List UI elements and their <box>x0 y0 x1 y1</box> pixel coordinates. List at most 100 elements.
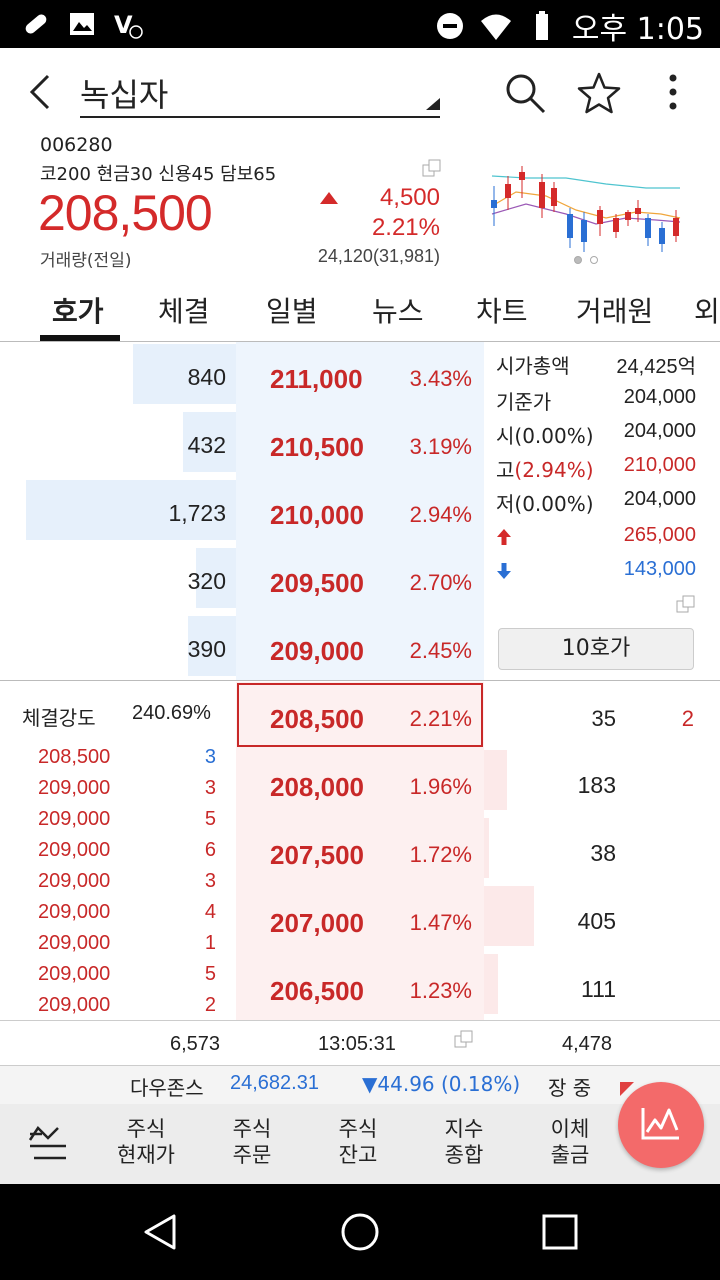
order-book: 840 211,000 3.43% 432 210,500 3.19% 1,723 210,0… <box>0 342 720 1020</box>
tab-active-indicator <box>40 335 120 341</box>
page-dot <box>590 256 598 264</box>
tick-qty: 5 <box>204 963 216 985</box>
sell-qty[interactable]: 840 <box>187 364 226 390</box>
stock-summary: 006280 코200 현금30 신용45 담보65 208,500 거래량(전… <box>0 130 720 280</box>
tab-news[interactable]: 뉴스 <box>372 295 424 328</box>
index-change: ▼44.96 (0.18%) <box>362 1072 521 1096</box>
menu-index[interactable]: 지수 종합 <box>444 1117 484 1167</box>
battery-icon <box>535 11 548 40</box>
chart-page-dots <box>574 256 598 264</box>
sell-pct: 2.94% <box>409 502 472 527</box>
tick-qty: 2 <box>204 994 216 1016</box>
strength-value: 240.69% <box>132 702 211 724</box>
buy-qty-bar <box>484 818 489 878</box>
search-icon[interactable] <box>502 70 548 116</box>
more-menu-icon[interactable] <box>650 70 696 116</box>
buy-price[interactable]: 208,000 <box>270 772 364 802</box>
buy-pct: 1.96% <box>409 774 472 799</box>
nav-back-icon[interactable] <box>140 1212 180 1252</box>
expand-icon[interactable] <box>676 594 696 614</box>
buy-qty[interactable]: 183 <box>577 772 616 798</box>
buy-qty[interactable]: 111 <box>581 976 616 1002</box>
sell-qty[interactable]: 390 <box>187 636 226 662</box>
menu-stock-quote[interactable]: 주식 현재가 <box>117 1117 175 1167</box>
tab-foreign[interactable]: 외 <box>694 295 720 328</box>
volume-label: 거래량(전일) <box>40 251 132 271</box>
tick-qty: 3 <box>204 870 216 892</box>
sell-price[interactable]: 210,000 <box>270 500 364 530</box>
expand-icon[interactable] <box>454 1029 474 1049</box>
tick-price: 209,000 <box>38 963 111 985</box>
status-bar: V 오후 1:05 <box>0 0 720 48</box>
current-count: 2 <box>681 706 694 731</box>
tick-price: 209,000 <box>38 777 111 799</box>
sell-qty[interactable]: 432 <box>187 432 226 458</box>
buy-price[interactable]: 206,500 <box>270 976 364 1006</box>
sell-qty[interactable]: 1,723 <box>168 500 226 526</box>
tab-daily[interactable]: 일별 <box>266 295 318 328</box>
price-change-pct: 2.21% <box>371 214 440 241</box>
mini-candle-chart[interactable] <box>486 148 686 258</box>
sell-price[interactable]: 209,500 <box>270 568 364 598</box>
tab-chart[interactable]: 차트 <box>476 295 528 328</box>
current-price-row[interactable] <box>237 683 483 747</box>
strength-label: 체결강도 <box>22 706 96 730</box>
info-row: 기준가 204,000 <box>496 386 696 414</box>
upper-limit-arrow-icon <box>497 529 511 545</box>
sell-pct: 2.70% <box>409 570 472 595</box>
tab-brokers[interactable]: 거래원 <box>576 295 654 328</box>
totals-strip: 6,573 13:05:31 4,478 <box>0 1020 720 1066</box>
tick-price: 209,000 <box>38 994 111 1016</box>
sell-price[interactable]: 211,000 <box>270 364 363 394</box>
android-nav-bar <box>0 1184 720 1280</box>
star-icon[interactable] <box>576 70 622 116</box>
index-ticker[interactable]: 다우존스 24,682.31 ▼44.96 (0.18%) 장 중 <box>0 1066 720 1104</box>
sell-pct: 3.43% <box>409 366 472 391</box>
up-arrow-icon <box>320 192 338 204</box>
divider <box>0 680 720 681</box>
fab-corner-flag <box>620 1082 634 1096</box>
expand-icon[interactable] <box>422 158 442 178</box>
dnd-icon <box>436 13 463 39</box>
stock-title: 녹십자 <box>80 76 169 114</box>
header: 녹십자 <box>0 48 720 134</box>
menu-list-icon[interactable] <box>28 1126 68 1162</box>
pill-icon <box>25 14 47 34</box>
ten-levels-button[interactable]: 10호가 <box>498 628 694 670</box>
tick-qty: 3 <box>204 777 216 799</box>
margin-tags: 코200 현금30 신용45 담보65 <box>40 164 277 185</box>
stock-search-field[interactable]: 녹십자 <box>80 68 440 118</box>
tick-price: 209,000 <box>38 932 111 954</box>
info-row: 시가총액 24,425억 <box>496 354 696 378</box>
sell-qty[interactable]: 320 <box>187 568 226 594</box>
tab-orderbook[interactable]: 호가 <box>52 295 104 328</box>
menu-stock-balance[interactable]: 주식 잔고 <box>338 1117 378 1167</box>
sell-price[interactable]: 209,000 <box>270 636 364 666</box>
back-arrow-icon[interactable] <box>22 70 62 114</box>
buy-total: 4,478 <box>562 1033 613 1055</box>
tab-trades[interactable]: 체결 <box>158 295 210 328</box>
info-row: 저(0.00%) 204,000 <box>496 488 696 516</box>
price-change: 4,500 <box>379 184 440 211</box>
buy-qty-bar <box>484 886 534 946</box>
buy-pct: 1.23% <box>409 978 472 1003</box>
index-name: 다우존스 <box>130 1076 204 1100</box>
buy-price[interactable]: 207,000 <box>270 908 364 938</box>
sell-qty-bar <box>196 548 236 608</box>
info-row: 143,000 <box>496 558 696 590</box>
current-price-level: 208,500 <box>270 704 364 734</box>
sell-price[interactable]: 210,500 <box>270 432 364 462</box>
current-price-pct: 2.21% <box>409 706 472 731</box>
nav-recents-icon[interactable] <box>542 1214 578 1250</box>
sell-price-column-bg <box>236 342 484 680</box>
nav-home-icon[interactable] <box>340 1212 380 1252</box>
menu-transfer[interactable]: 이체 출금 <box>550 1117 590 1167</box>
menu-stock-order[interactable]: 주식 주문 <box>232 1117 272 1167</box>
chart-fab-button[interactable] <box>618 1082 704 1168</box>
buy-qty[interactable]: 38 <box>590 840 616 866</box>
info-row: 고(2.94%) 210,000 <box>496 454 696 482</box>
buy-price[interactable]: 207,500 <box>270 840 364 870</box>
buy-qty[interactable]: 405 <box>577 908 616 934</box>
sell-pct: 2.45% <box>409 638 472 663</box>
sell-qty-bar <box>26 480 236 540</box>
